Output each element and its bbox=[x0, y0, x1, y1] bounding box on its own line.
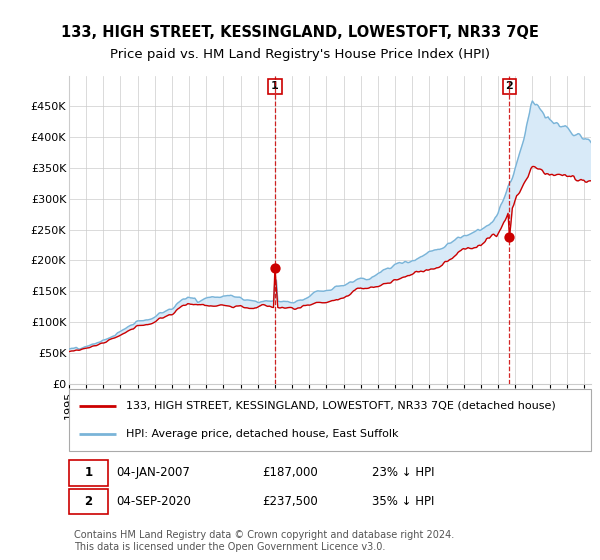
Text: £187,000: £187,000 bbox=[262, 466, 318, 479]
Text: 133, HIGH STREET, KESSINGLAND, LOWESTOFT, NR33 7QE (detached house): 133, HIGH STREET, KESSINGLAND, LOWESTOFT… bbox=[127, 401, 556, 411]
FancyBboxPatch shape bbox=[69, 489, 108, 514]
Text: £237,500: £237,500 bbox=[262, 495, 318, 508]
Point bbox=[505, 233, 514, 242]
Text: 35% ↓ HPI: 35% ↓ HPI bbox=[372, 495, 434, 508]
Text: 1: 1 bbox=[85, 466, 92, 479]
Text: 23% ↓ HPI: 23% ↓ HPI bbox=[372, 466, 434, 479]
Text: 2: 2 bbox=[85, 495, 92, 508]
FancyBboxPatch shape bbox=[69, 389, 591, 451]
Text: Contains HM Land Registry data © Crown copyright and database right 2024.
This d: Contains HM Land Registry data © Crown c… bbox=[74, 530, 454, 552]
Text: 133, HIGH STREET, KESSINGLAND, LOWESTOFT, NR33 7QE: 133, HIGH STREET, KESSINGLAND, LOWESTOFT… bbox=[61, 25, 539, 40]
Text: 04-SEP-2020: 04-SEP-2020 bbox=[116, 495, 191, 508]
Point bbox=[270, 264, 280, 273]
FancyBboxPatch shape bbox=[69, 460, 108, 486]
Text: 2: 2 bbox=[506, 81, 514, 91]
Text: Price paid vs. HM Land Registry's House Price Index (HPI): Price paid vs. HM Land Registry's House … bbox=[110, 48, 490, 60]
Text: 04-JAN-2007: 04-JAN-2007 bbox=[116, 466, 190, 479]
Text: HPI: Average price, detached house, East Suffolk: HPI: Average price, detached house, East… bbox=[127, 429, 399, 439]
Text: 1: 1 bbox=[271, 81, 279, 91]
